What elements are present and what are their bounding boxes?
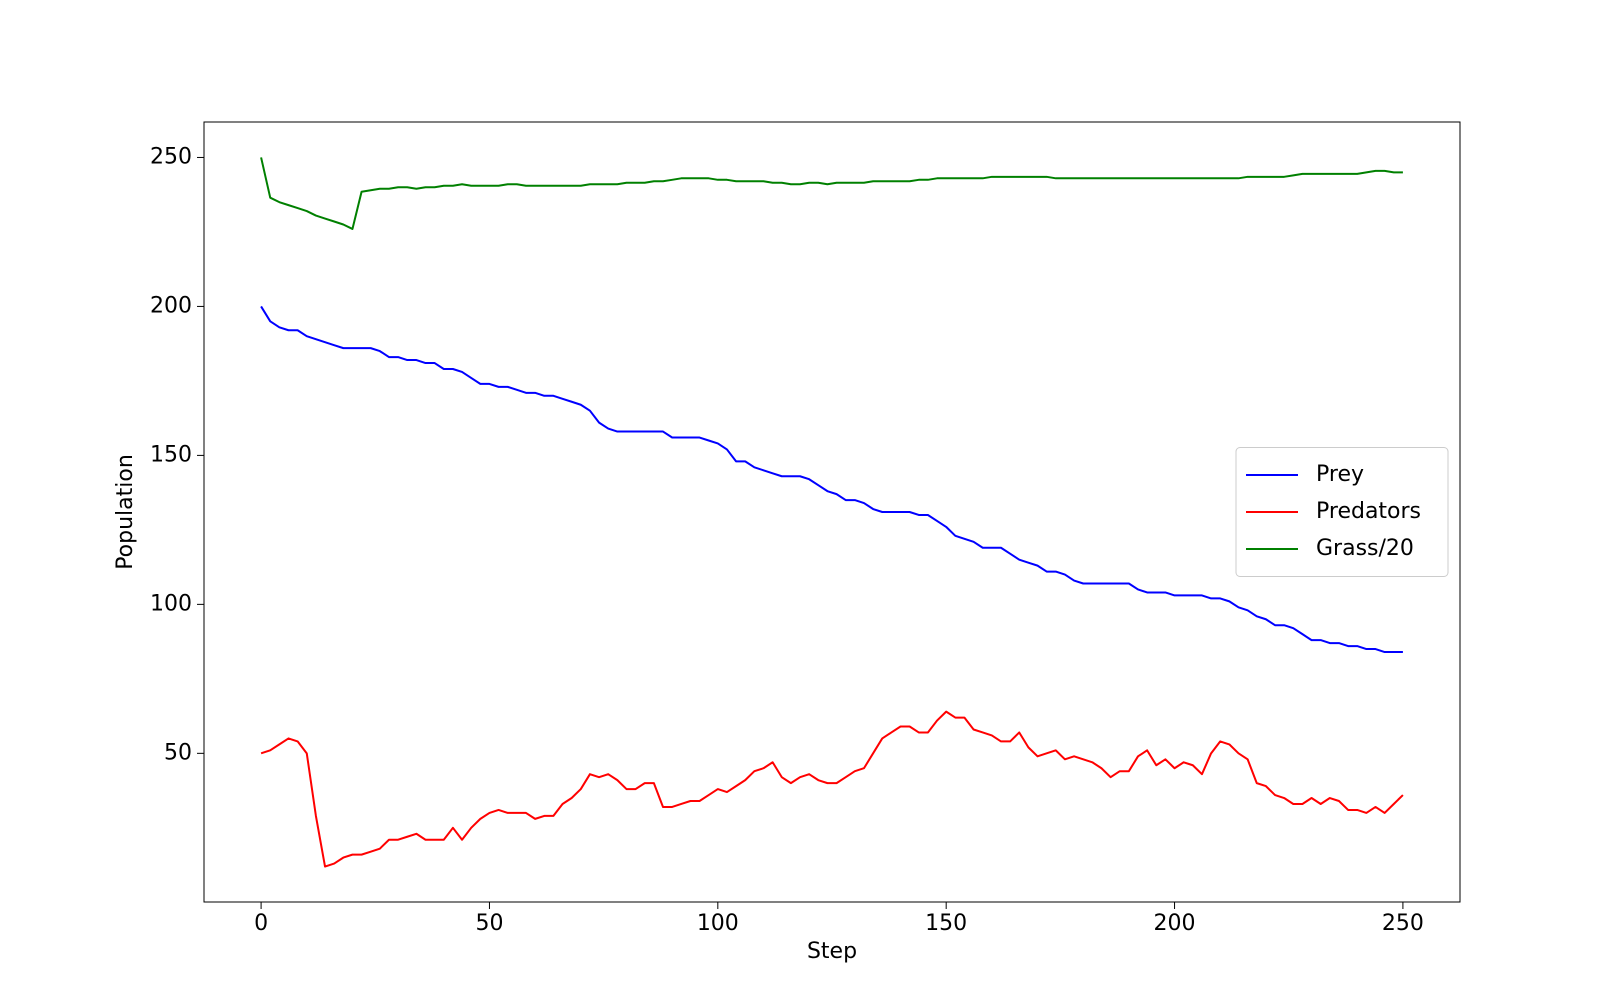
series-line <box>260 157 1403 230</box>
y-tick-label: 200 <box>150 293 192 318</box>
y-axis-label: Population <box>113 454 138 570</box>
series-line <box>260 305 1403 654</box>
y-tick-label: 250 <box>150 144 192 169</box>
legend-label: Grass/20 <box>1316 536 1414 561</box>
x-tick-label: 100 <box>697 911 739 936</box>
x-tick-label: 50 <box>475 911 503 936</box>
x-tick-label: 0 <box>254 911 268 936</box>
y-tick-label: 50 <box>164 740 192 765</box>
y-tick-label: 150 <box>150 442 192 467</box>
legend-label: Prey <box>1316 462 1364 487</box>
series-line <box>260 710 1404 868</box>
x-tick-label: 250 <box>1382 911 1424 936</box>
x-tick-label: 150 <box>925 911 967 936</box>
x-tick-label: 200 <box>1154 911 1196 936</box>
legend: Prey Predators Grass/20 <box>1235 447 1449 577</box>
x-axis-label: Step <box>807 939 857 964</box>
legend-label: Predators <box>1316 499 1421 524</box>
y-tick-label: 100 <box>150 591 192 616</box>
plot-frame <box>203 121 1461 903</box>
legend-box <box>1235 447 1449 577</box>
